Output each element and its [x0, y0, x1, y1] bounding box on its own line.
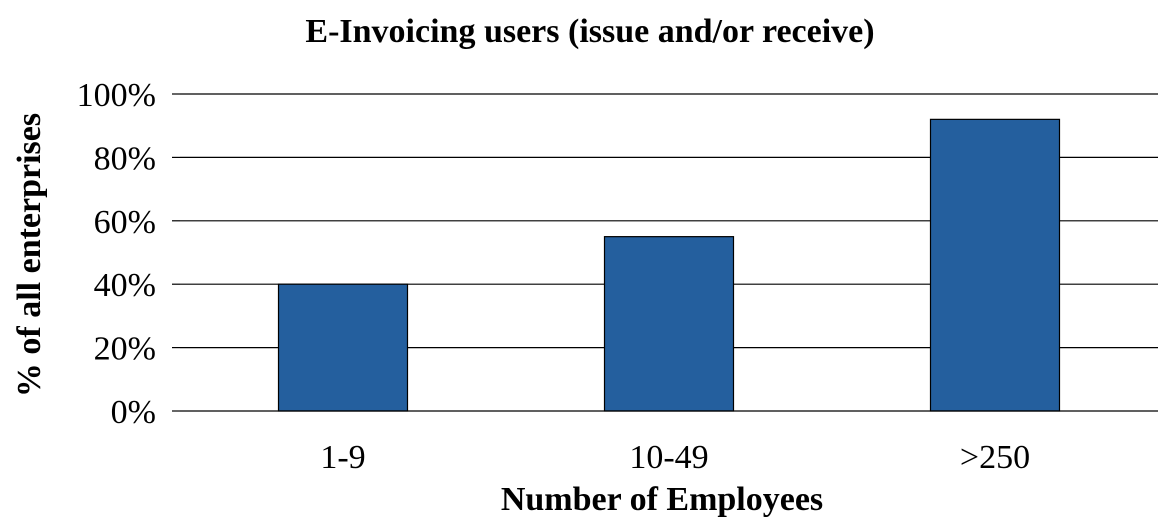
y-tick-label: 100%: [77, 77, 156, 114]
x-tick-label: 1-9: [320, 439, 365, 476]
y-tick-labels: 0% 20% 40% 60% 80% 100%: [77, 77, 156, 431]
bar-10-49: [603, 236, 735, 412]
y-tick-label: 60%: [94, 204, 156, 241]
chart-title: E-Invoicing users (issue and/or receive): [305, 13, 874, 50]
y-tick-label: 20%: [94, 331, 156, 368]
x-tick-label: >250: [960, 439, 1030, 476]
x-tick-label: 10-49: [629, 439, 708, 476]
y-tick-label: 40%: [94, 267, 156, 304]
y-tick-label: 0%: [111, 394, 156, 431]
y-axis-label: % of all enterprises: [11, 113, 48, 397]
x-axis-label: Number of Employees: [501, 481, 823, 518]
x-tick-labels: 1-9 10-49 >250: [320, 439, 1030, 476]
bar-1-9: [277, 283, 409, 412]
y-tick-label: 80%: [94, 140, 156, 177]
bars: [277, 118, 1061, 412]
bar->250: [929, 118, 1061, 412]
